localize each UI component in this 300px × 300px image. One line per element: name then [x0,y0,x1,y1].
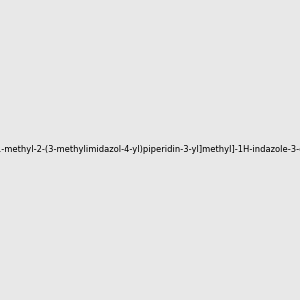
Text: N-[[(2R,3S)-1-methyl-2-(3-methylimidazol-4-yl)piperidin-3-yl]methyl]-1H-indazole: N-[[(2R,3S)-1-methyl-2-(3-methylimidazol… [0,146,300,154]
